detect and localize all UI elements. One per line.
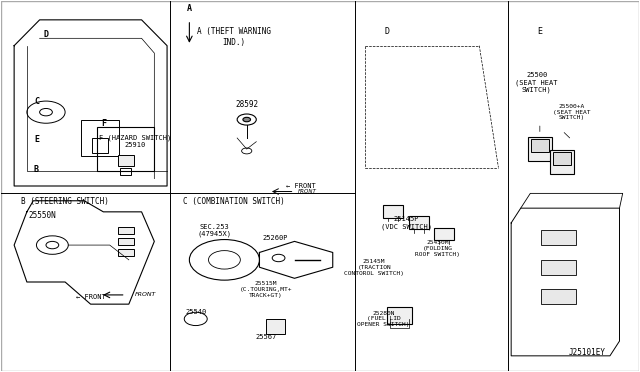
Bar [97,127,154,171]
Text: D: D [385,27,389,36]
Text: 25540: 25540 [185,308,206,315]
Text: C: C [34,97,39,106]
Text: D: D [44,30,49,39]
Bar [531,139,548,152]
Bar [541,260,577,275]
Text: J25101EY: J25101EY [569,348,606,357]
Text: B: B [34,165,39,174]
Text: 25515M
(C.TOURING,MT+
TRACK+GT): 25515M (C.TOURING,MT+ TRACK+GT) [239,281,292,298]
Bar [528,137,552,161]
Text: 25500+A
(SEAT HEAT
SWITCH): 25500+A (SEAT HEAT SWITCH) [553,104,591,121]
Text: 25260P: 25260P [262,235,288,241]
Text: 25145M
(TRACTION
CONTOROL SWITCH): 25145M (TRACTION CONTOROL SWITCH) [344,259,404,276]
Circle shape [243,117,250,122]
Bar [550,150,574,174]
Text: FRONT: FRONT [135,292,157,298]
Text: 25450M
(FOLDING
ROOF SWITCH): 25450M (FOLDING ROOF SWITCH) [415,240,460,257]
Bar [118,227,134,234]
Text: SEC.253
(47945X): SEC.253 (47945X) [198,224,232,237]
Bar [118,249,134,256]
Bar [541,230,577,245]
Text: 25500
(SEAT HEAT
SWITCH): 25500 (SEAT HEAT SWITCH) [515,72,558,93]
Bar [92,138,108,153]
Bar [118,238,134,245]
Bar [120,167,131,175]
Bar [541,289,577,304]
Text: F: F [101,119,106,128]
Bar [81,119,119,157]
Text: 25550N: 25550N [29,211,57,220]
Text: C (COMBINATION SWITCH): C (COMBINATION SWITCH) [183,197,285,206]
Text: E: E [538,27,542,36]
Text: ← FRONT: ← FRONT [286,183,316,189]
Text: 25567: 25567 [255,334,276,340]
Text: F (HAZARD SWITCH)
25910: F (HAZARD SWITCH) 25910 [99,135,172,148]
Bar [266,319,285,334]
Text: ← FRONT: ← FRONT [76,294,106,300]
Text: 28592: 28592 [235,100,259,109]
Bar [383,205,403,218]
Text: A (THEFT WARNING
IND.): A (THEFT WARNING IND.) [197,27,271,46]
Text: FRONT: FRONT [298,189,317,194]
Bar [553,152,571,165]
Bar [118,155,134,166]
Text: A: A [187,4,192,13]
Text: 25280N
(FUEL LID
OPENER SWITCH): 25280N (FUEL LID OPENER SWITCH) [358,311,410,327]
Text: E: E [34,135,39,144]
Bar [387,307,412,324]
Bar [408,217,429,230]
Text: 25145P
(VDC SWITCH): 25145P (VDC SWITCH) [381,216,431,230]
Bar [434,228,454,240]
Text: B (STEERING SWITCH): B (STEERING SWITCH) [20,197,108,206]
